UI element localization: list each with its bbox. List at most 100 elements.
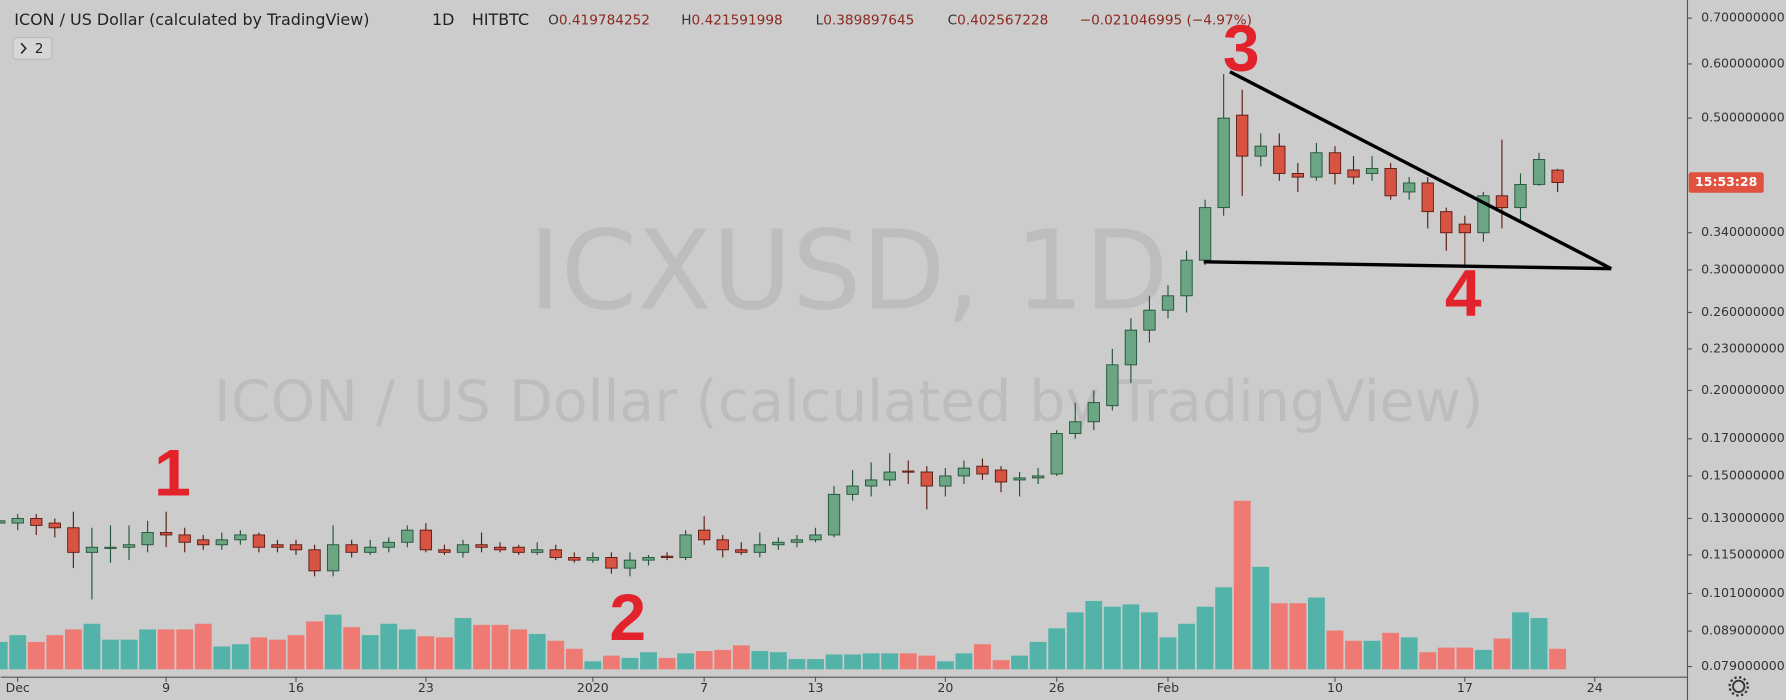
volume-bar xyxy=(157,629,175,670)
x-tick-label: 13 xyxy=(808,680,824,695)
volume-bar xyxy=(1141,612,1158,670)
candle-body xyxy=(1050,433,1063,475)
candle-body xyxy=(846,485,859,495)
volume-bar xyxy=(1307,597,1325,670)
candle-body xyxy=(1031,475,1045,479)
volume-bar xyxy=(454,618,472,670)
candle-body xyxy=(252,534,266,548)
candle-body xyxy=(883,471,896,481)
candle-body xyxy=(382,541,395,548)
x-tick-label: 23 xyxy=(418,680,434,695)
candle-body xyxy=(289,544,303,551)
volume-bar xyxy=(1382,632,1400,670)
candle-body xyxy=(1403,182,1416,193)
candle-body xyxy=(1384,168,1397,197)
volume-bar xyxy=(491,624,509,670)
candle-body xyxy=(271,544,284,548)
annotation: 2 xyxy=(609,580,646,654)
x-tick-label: 10 xyxy=(1327,680,1343,695)
volume-bar xyxy=(1400,637,1418,670)
candle-body xyxy=(531,549,544,553)
candle-body xyxy=(48,522,61,529)
symbol-description: ICON / US Dollar (calculated by TradingV… xyxy=(14,10,369,29)
candle-body xyxy=(568,557,581,561)
candle-body xyxy=(1087,402,1100,423)
ohlc-value: 0.419784252 xyxy=(559,12,650,28)
volume-bar xyxy=(231,644,249,670)
volume-bar xyxy=(1363,640,1381,670)
candle-body xyxy=(141,532,154,546)
candle-body xyxy=(586,557,599,561)
candle-body xyxy=(475,544,488,548)
volume-bar xyxy=(194,623,212,670)
volume-bar xyxy=(621,657,639,670)
volume-bar xyxy=(1474,649,1492,670)
volume-bar xyxy=(1549,648,1567,670)
interval: 1D xyxy=(432,10,454,29)
y-tick-label: 0.170000000 xyxy=(1701,430,1785,445)
candle-body xyxy=(623,559,637,569)
price-axis: 0.079000000 0.089000000 0.101000000 0.11500… xyxy=(1687,10,1785,673)
x-tick-label: 20 xyxy=(937,680,953,695)
candle-body xyxy=(679,534,692,558)
volume-bar xyxy=(881,653,899,670)
volume-bar xyxy=(1122,604,1140,670)
x-tick-label: 7 xyxy=(700,680,708,695)
candle-body xyxy=(698,529,711,541)
candle-body xyxy=(1161,295,1175,311)
volume-bar xyxy=(769,652,787,670)
y-tick-label: 0.150000000 xyxy=(1701,467,1785,482)
volume-bar xyxy=(1178,623,1195,670)
candle-body xyxy=(957,467,971,477)
candle-body xyxy=(1143,309,1156,331)
volume-bar xyxy=(807,659,824,670)
candle-body xyxy=(920,471,933,487)
annotation: 1 xyxy=(154,435,191,509)
y-tick-label: 0.079000000 xyxy=(1701,658,1785,673)
y-tick-label: 0.340000000 xyxy=(1701,224,1785,239)
watermark: ICXUSD, 1D ICON / US Dollar (calculated … xyxy=(214,208,1483,435)
volume-bar xyxy=(788,659,806,670)
x-tick-label: 24 xyxy=(1587,680,1603,695)
volume-bar xyxy=(1456,647,1474,670)
ohlc-value: 0.421591998 xyxy=(692,12,783,28)
time-axis: Dec 9 16 23 2020 7 13 20 26 Feb 10 17 24 xyxy=(6,677,1603,695)
settings-button[interactable] xyxy=(1728,676,1749,697)
volume-bar xyxy=(1066,612,1084,670)
volume-bar xyxy=(547,640,565,670)
candle-body xyxy=(1495,195,1509,209)
candle-body xyxy=(122,544,136,548)
trend-line-lower xyxy=(1203,260,1612,271)
candle-body xyxy=(735,549,748,553)
volume-bar xyxy=(102,639,119,670)
last-price-badge: 15:53:28 xyxy=(1688,172,1764,193)
price-change: −0.021046995 (−4.97%) xyxy=(1080,12,1252,28)
ohlc-value: 0.402567228 xyxy=(957,12,1048,28)
indicators-button[interactable] xyxy=(12,36,53,60)
y-tick-label: 0.700000000 xyxy=(1701,10,1785,25)
volume-bar xyxy=(1048,628,1066,670)
gear-icon xyxy=(1732,679,1746,693)
volume-bar xyxy=(565,648,583,670)
candle-body xyxy=(1291,173,1305,178)
volume-bar xyxy=(1159,637,1177,670)
indicators-toggle[interactable]: 2 xyxy=(12,36,53,60)
gear-teeth xyxy=(1728,676,1749,697)
volume-bar xyxy=(1512,612,1529,670)
candle-body xyxy=(456,544,470,553)
volume-bar xyxy=(640,652,657,670)
volume-bar xyxy=(1326,630,1344,670)
candle-body xyxy=(716,539,729,551)
volume-bar xyxy=(695,651,713,670)
candle-body xyxy=(1069,421,1082,435)
candle-body xyxy=(308,549,321,572)
candle-body xyxy=(401,529,414,543)
candle-body xyxy=(809,534,822,541)
candle-body xyxy=(1013,477,1026,481)
volume-bar xyxy=(1233,500,1251,670)
volume-bar xyxy=(936,661,954,670)
candle-body xyxy=(1273,145,1286,174)
y-tick-label: 0.130000000 xyxy=(1701,510,1785,525)
candle-body xyxy=(1347,169,1360,178)
